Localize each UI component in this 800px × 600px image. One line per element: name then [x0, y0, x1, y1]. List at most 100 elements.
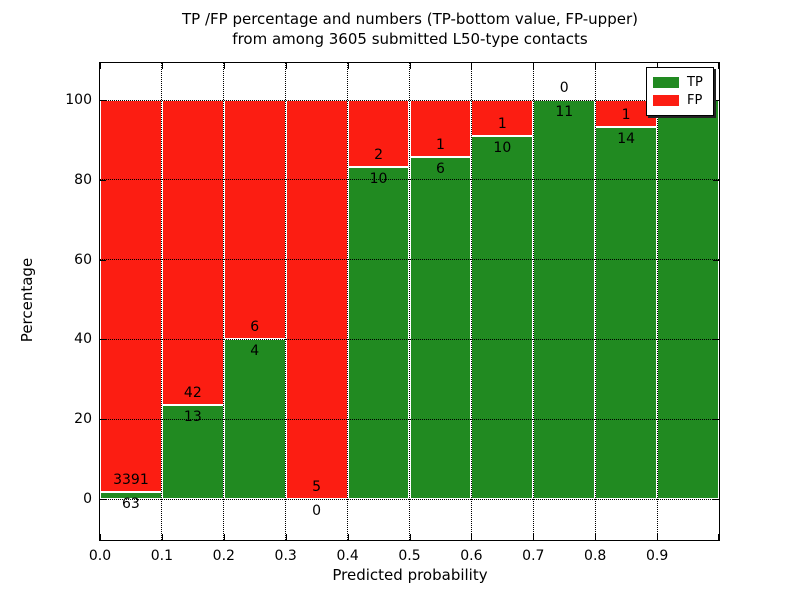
fp-count-label: 2 [374, 146, 384, 163]
tp-count-label: 13 [183, 408, 202, 425]
x-tick [718, 534, 719, 540]
fp-count-label: 3391 [113, 471, 149, 488]
x-gridline [285, 63, 287, 540]
x-gridline [347, 63, 349, 540]
legend-entry-tp: TP [653, 74, 707, 91]
bar-segment-tp [347, 166, 410, 499]
tp-legend-label: TP [687, 75, 703, 90]
x-tick [533, 534, 535, 540]
x-tick [657, 63, 659, 69]
x-tick-label: 0.5 [398, 548, 421, 564]
x-tick-label: 0.7 [522, 548, 545, 564]
y-tick [100, 419, 106, 421]
x-tick [471, 63, 473, 69]
x-tick-label: 0.4 [336, 548, 359, 564]
x-tick-label: 0.3 [274, 548, 297, 564]
x-tick-label: 0.8 [584, 548, 607, 564]
y-tick [713, 100, 719, 101]
tp-count-label: 10 [369, 170, 388, 187]
x-tick [595, 534, 597, 540]
x-gridline [656, 63, 658, 540]
fp-legend-label: FP [687, 93, 703, 108]
y-tick-label: 80 [74, 171, 92, 188]
x-tick [161, 534, 163, 540]
chart-title-line1: TP /FP percentage and numbers (TP-bottom… [182, 10, 638, 28]
fp-count-label: 5 [312, 479, 322, 495]
tp-count-label: 10 [493, 140, 512, 157]
tp-count-label: 0 [312, 503, 322, 519]
y-tick-label: 0 [83, 491, 92, 507]
bar-segment-fp [100, 100, 162, 492]
legend-entry-fp: FP [653, 92, 707, 109]
tp-count-label: 4 [250, 343, 260, 360]
fp-count-label: 6 [250, 319, 260, 336]
tp-count-label: 11 [555, 104, 574, 120]
bar-segment-tp [471, 136, 534, 499]
chart-title: TP /FP percentage and numbers (TP-bottom… [99, 9, 721, 49]
y-tick-label: 40 [74, 331, 92, 348]
x-tick [285, 63, 287, 69]
y-tick-label: 60 [74, 251, 92, 268]
x-tick [409, 534, 411, 540]
y-tick [100, 259, 106, 261]
x-tick [161, 63, 163, 69]
x-tick [285, 534, 287, 540]
y-tick [100, 499, 106, 500]
x-tick [718, 63, 719, 69]
tp-count-label: 6 [435, 161, 445, 177]
chart-title-line2: from among 3605 submitted L50-type conta… [232, 30, 588, 48]
y-tick [713, 499, 719, 500]
x-gridline [409, 63, 410, 540]
x-tick-label: 0.6 [460, 548, 483, 564]
y-tick-label: 100 [65, 92, 92, 108]
legend: TP FP [646, 67, 714, 116]
x-tick-label: 0.2 [212, 548, 235, 564]
x-tick [100, 63, 101, 69]
bar-segment-tp [533, 100, 596, 499]
y-tick-label: 20 [74, 411, 92, 428]
x-tick [657, 534, 659, 540]
plot-area: 3391634213645021016110011114025 [99, 62, 720, 541]
fp-count-label: 0 [559, 80, 569, 96]
x-tick [223, 63, 225, 69]
x-tick [100, 534, 101, 540]
y-tick [713, 339, 719, 341]
y-tick [100, 100, 106, 101]
y-tick [713, 179, 719, 181]
x-gridline [532, 63, 534, 540]
x-tick [347, 534, 349, 540]
fp-count-label: 1 [497, 116, 507, 133]
bar-segment-tp [161, 404, 224, 499]
bar-segment-fp [161, 100, 224, 405]
x-tick [471, 534, 473, 540]
x-gridline [470, 63, 472, 540]
x-gridline [223, 63, 225, 540]
x-gridline [161, 63, 163, 540]
x-tick [533, 63, 535, 69]
bar-segment-fp [223, 100, 286, 340]
x-tick-label: 0.0 [88, 548, 112, 564]
bar-segment-tp [409, 157, 472, 499]
fp-legend-swatch [653, 95, 679, 106]
x-tick-label: 0.9 [645, 548, 669, 564]
y-axis-label: Percentage [18, 257, 36, 343]
y-tick [713, 259, 719, 261]
fp-count-label: 1 [621, 106, 631, 123]
tp-legend-swatch [653, 77, 679, 88]
x-tick [347, 63, 349, 69]
bar-segment-fp [285, 100, 348, 499]
tp-count-label: 63 [122, 495, 140, 512]
y-tick [100, 339, 106, 341]
x-tick [409, 63, 411, 69]
x-tick [223, 534, 225, 540]
x-axis-label: Predicted probability [332, 566, 488, 584]
y-tick [100, 179, 106, 181]
fp-count-label: 1 [435, 137, 445, 153]
bar-segment-tp [657, 100, 719, 499]
bar-segment-tp [595, 126, 658, 499]
fp-count-label: 42 [183, 384, 202, 401]
x-tick-label: 0.1 [150, 548, 174, 564]
x-tick [595, 63, 597, 69]
y-tick [713, 419, 719, 421]
